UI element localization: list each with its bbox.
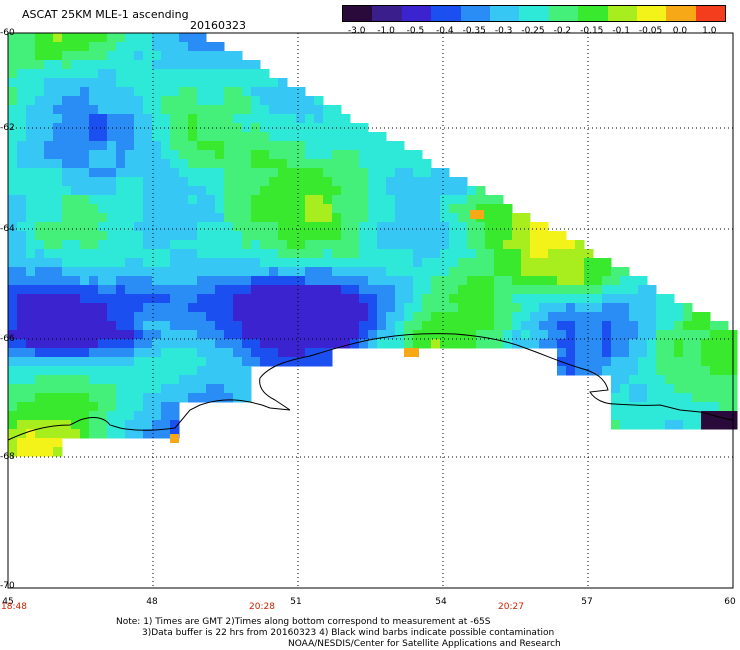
lon-label-48: 48 [146,597,158,607]
lon-label-51: 51 [290,597,302,607]
lat-label-62: -62 [0,123,15,133]
wind-data-pixels [8,33,738,457]
time-label-1: 18:48 [1,602,27,612]
color-scale-segment [343,6,373,21]
lon-label-57: 57 [581,597,593,607]
color-scale-label: -0.15 [580,26,604,36]
lon-label-45: 45 [2,597,14,607]
lat-label-64: -64 [0,224,15,234]
lon-label-54: 54 [435,597,447,607]
color-scale-segment [431,6,461,21]
color-scale-label: 1.0 [702,26,717,36]
lat-label-66: -66 [0,334,15,344]
color-scale-segment [401,6,432,21]
coastline-path [7,333,734,441]
coastline [7,333,734,441]
lat-label-70: -70 [0,581,15,591]
color-scale-segment [666,6,696,21]
color-scale-segment [695,6,726,21]
product-title: ASCAT 25KM MLE-1 ascending [22,8,189,21]
note-line-1: Note: 1) Times are GMT 2)Times along bot… [116,617,491,627]
color-scale-segment [460,6,490,21]
color-scale-label: -3.0 [347,26,366,36]
note-line-2: 3)Data buffer is 22 hrs from 20160323 4)… [142,628,555,638]
color-scale-label: -0.3 [494,26,513,36]
color-scale-label: 0.0 [672,26,688,36]
product-date: 20160323 [190,19,246,32]
color-scale-label: -1.0 [377,26,395,36]
color-scale-segment [489,6,520,21]
color-scale-label: -0.25 [521,26,545,36]
color-scale-segment [519,6,549,21]
note-line-3: NOAA/NESDIS/Center for Satellite Applica… [288,639,561,649]
color-scale-segment [578,6,608,21]
color-scale-segment [372,6,402,21]
color-scale-bar [342,5,726,22]
color-scale-label: -0.5 [406,26,425,36]
color-scale-label: -0.2 [553,26,572,36]
time-label-3: 20:27 [498,602,524,612]
color-scale-label: -0.1 [612,26,630,36]
color-scale-label: -0.35 [462,26,486,36]
lat-lon-grid [8,33,733,588]
color-scale-segment [548,6,579,21]
color-scale-segment [636,6,667,21]
color-scale-label: -0.4 [436,26,454,36]
color-scale-label: -0.05 [638,26,663,36]
time-label-2: 20:28 [249,602,275,612]
lat-label-68: -68 [0,452,15,462]
color-scale-segment [607,6,637,21]
map-frame [7,32,734,589]
lon-label-60: 60 [724,597,736,607]
lat-label-60: -60 [0,28,15,38]
